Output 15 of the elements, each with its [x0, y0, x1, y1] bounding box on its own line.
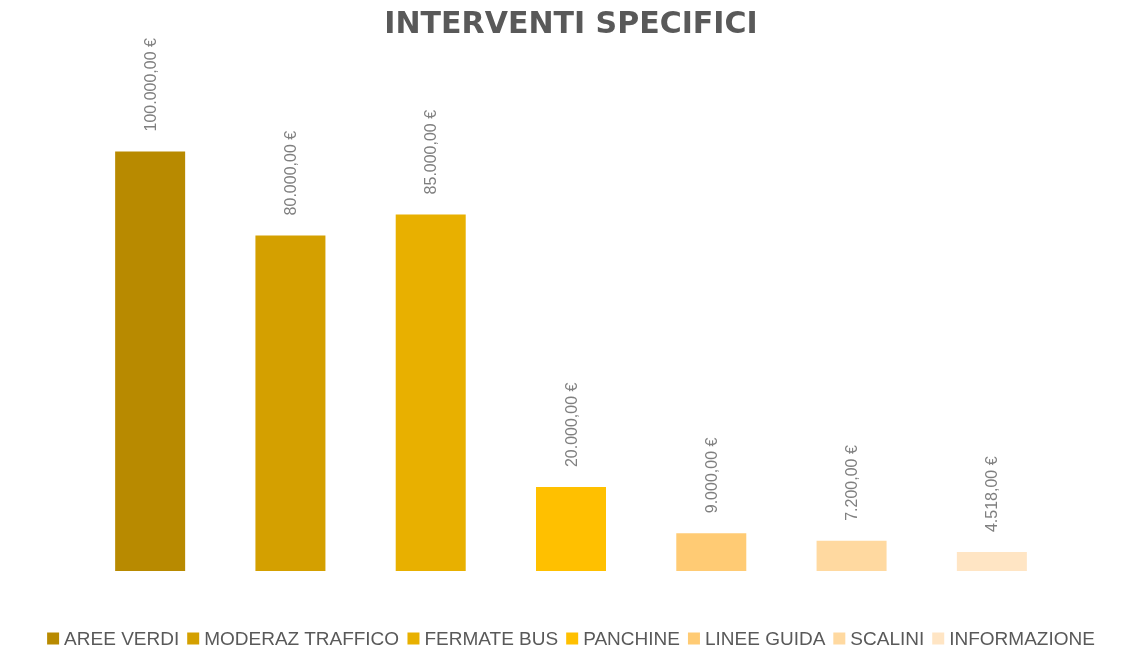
legend-label: SCALINI: [850, 628, 925, 649]
legend-label: INFORMAZIONE: [949, 628, 1095, 649]
legend-label: AREE VERDI: [64, 628, 180, 649]
chart-title: INTERVENTI SPECIFICI: [384, 4, 758, 40]
legend-label: FERMATE BUS: [424, 628, 559, 649]
legend-label: PANCHINE: [583, 628, 680, 649]
data-label: 20.000,00 €: [562, 382, 580, 468]
legend-label: MODERAZ TRAFFICO: [204, 628, 400, 649]
data-label: 9.000,00 €: [702, 437, 720, 514]
data-label: 85.000,00 €: [422, 109, 440, 195]
data-label: 80.000,00 €: [281, 130, 299, 216]
data-label: 4.518,00 €: [983, 456, 1001, 533]
legend-label: LINEE GUIDA: [704, 628, 826, 649]
data-label: 7.200,00 €: [843, 445, 861, 521]
data-label: 100.000,00 €: [141, 37, 159, 132]
